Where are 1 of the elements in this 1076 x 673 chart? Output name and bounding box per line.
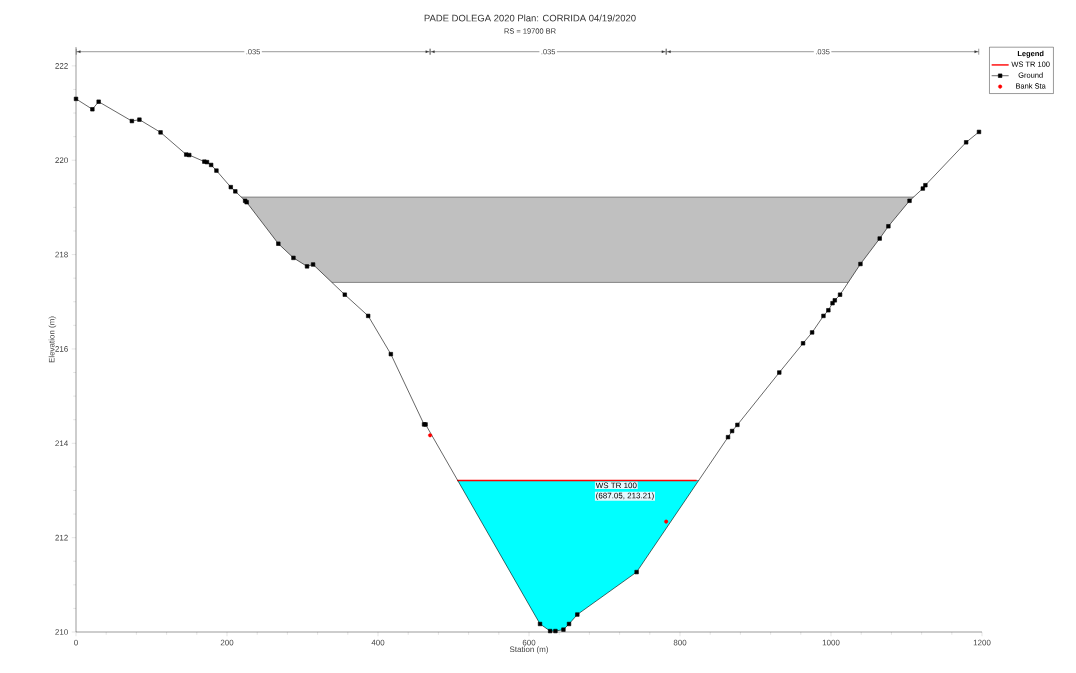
chart-title: PADE DOLEGA 2020 Plan: CORRIDA 04/19/2020 [424,14,636,22]
